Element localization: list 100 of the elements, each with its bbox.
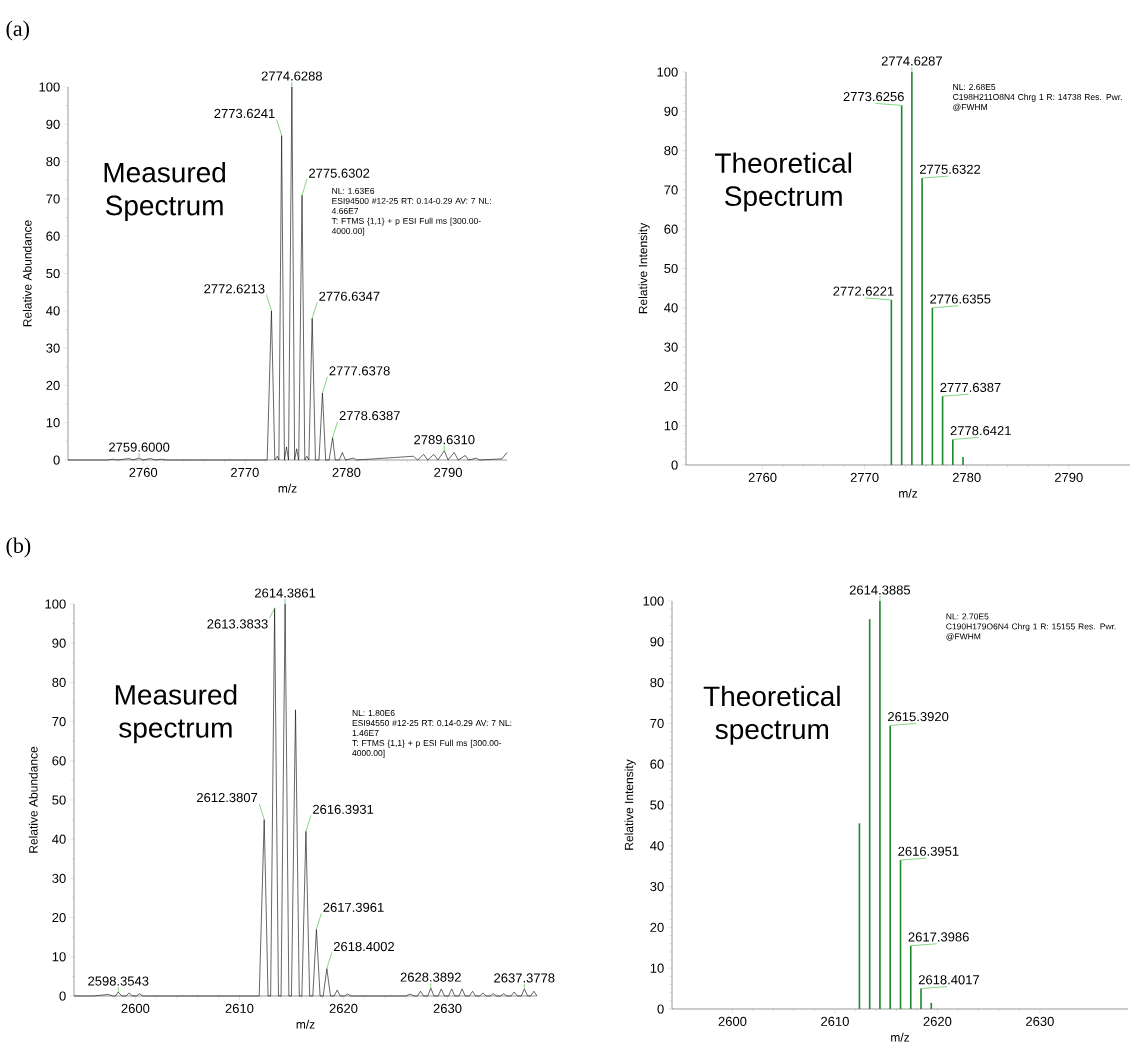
- annotation: 2614.3885: [849, 585, 911, 595]
- annotation: 2618.4017: [918, 975, 980, 985]
- y-tick-label: 70: [52, 716, 66, 727]
- annotation: 2773.6241: [214, 108, 275, 119]
- annotation: 2776.6347: [319, 291, 380, 301]
- annotation: 2616.3951: [898, 846, 959, 856]
- y-tick-label: 30: [650, 881, 664, 892]
- annotation: 2628.3892: [400, 972, 461, 982]
- annotation: 2789.6310: [414, 435, 475, 445]
- annotation: 2614.3861: [255, 588, 316, 598]
- text: Measured Spectrum: [104, 161, 226, 221]
- x-tick-label: 2620: [329, 1003, 358, 1013]
- text: Theoretical spectrum: [703, 685, 840, 745]
- x-tick-label: 2790: [434, 467, 463, 477]
- annotation: 2778.6387: [339, 411, 400, 421]
- y-tick-label: 100: [45, 599, 66, 609]
- annotation: 2773.6256: [843, 91, 904, 102]
- annotation: 2778.6421: [950, 426, 1011, 436]
- annotation: 2774.6287: [881, 56, 942, 66]
- annotation: 2772.6213: [204, 284, 265, 294]
- x-axis-title: m/z: [899, 488, 918, 498]
- y-tick-label: 10: [664, 421, 678, 431]
- y-tick-label: 60: [650, 759, 664, 769]
- y-tick-label: 20: [650, 922, 664, 932]
- y-tick-label: 90: [46, 119, 60, 129]
- annotation: 2777.6387: [940, 382, 1001, 393]
- text: Theoretical Spectrum: [715, 152, 852, 212]
- annotation: 2774.6288: [261, 71, 323, 81]
- y-tick-label: 80: [650, 677, 664, 688]
- y-tick-label: 80: [664, 145, 678, 156]
- x-tick-label: 2620: [923, 1016, 952, 1026]
- x-tick-label: 2630: [1026, 1016, 1054, 1026]
- y-tick-label: 40: [664, 303, 678, 313]
- y-tick-label: 20: [52, 912, 66, 923]
- y-tick-label: 30: [664, 342, 678, 352]
- x-tick-label: 2770: [850, 472, 879, 482]
- y-tick-label: 100: [657, 67, 678, 77]
- annotation: T: FTMS {1,1} + p ESI Full ms [300.00-4000.00]: [331, 217, 481, 236]
- y-tick-label: 0: [53, 455, 60, 465]
- x-tick-label: 2770: [231, 467, 259, 477]
- y-tick-label: 10: [46, 418, 60, 428]
- annotation: 2617.3986: [908, 932, 969, 942]
- annotation: 2637.3778: [494, 973, 555, 983]
- x-axis-title: m/z: [278, 483, 297, 493]
- y-tick-label: 80: [46, 156, 60, 167]
- y-tick-label: 10: [650, 963, 664, 973]
- annotation: 2617.3961: [323, 902, 384, 912]
- x-tick-label: 2630: [433, 1003, 462, 1013]
- y-tick-label: 80: [52, 677, 66, 687]
- x-tick-label: 2760: [748, 472, 777, 482]
- annotation: 2612.3807: [197, 792, 258, 803]
- x-axis-title: m/z: [296, 1019, 315, 1029]
- annotation: C190H179O6N4 Chrg 1 R: 15155 Res. Pwr. @FWHM: [946, 623, 1116, 641]
- y-tick-label: 30: [52, 873, 66, 883]
- annotation: 2777.6378: [329, 366, 390, 376]
- y-tick-label: 90: [650, 637, 664, 647]
- x-tick-label: 2790: [1054, 472, 1083, 482]
- y-tick-label: 40: [52, 834, 66, 844]
- annotation: 2616.3931: [313, 804, 374, 814]
- y-tick-label: 50: [46, 268, 60, 279]
- chart-subtitle: (a): [6, 20, 29, 41]
- annotation: NL: 2.70E5: [946, 613, 989, 620]
- annotation: 2598.3543: [88, 976, 149, 986]
- y-tick-label: 40: [46, 306, 60, 316]
- y-tick-label: 60: [46, 231, 60, 241]
- y-axis-title: Relative Abundance: [28, 746, 38, 853]
- x-tick-label: 2600: [718, 1016, 747, 1026]
- annotation: ESI94550 #12-25 RT: 0.14-0.29 AV: 7 NL: 1.46E7: [352, 720, 512, 737]
- y-axis-title: Relative Abundance: [22, 220, 32, 327]
- annotation: T: FTMS {1,1} + p ESI Full ms [300.00-4000.00]: [352, 739, 502, 758]
- y-tick-label: 20: [664, 381, 678, 391]
- y-tick-label: 0: [671, 460, 678, 470]
- annotation: 2775.6322: [919, 164, 981, 174]
- y-tick-label: 70: [664, 185, 678, 195]
- chart-subtitle: (b): [6, 537, 31, 558]
- annotation: C198H211O8N4 Chrg 1 R: 14738 Res. Pwr. @FWHM: [953, 93, 1122, 112]
- y-tick-label: 50: [664, 263, 678, 274]
- y-tick-label: 0: [59, 991, 66, 1001]
- y-tick-label: 10: [52, 952, 66, 962]
- annotation: 2613.3833: [207, 619, 268, 629]
- annotation: NL: 1.80E6: [352, 710, 395, 717]
- y-tick-label: 30: [46, 343, 60, 353]
- annotation: 2772.6221: [833, 286, 894, 296]
- annotation: NL: 2.68E5: [953, 83, 996, 90]
- annotation: 2759.6000: [109, 442, 170, 452]
- x-tick-label: 2600: [121, 1003, 150, 1013]
- annotation: ESI94500 #12-25 RT: 0.14-0.29 AV: 7 NL: 4.66E7: [331, 197, 491, 214]
- y-tick-label: 100: [39, 82, 60, 92]
- x-tick-label: 2610: [821, 1016, 849, 1026]
- y-tick-label: 40: [650, 841, 664, 851]
- y-axis-title: Relative Intensity: [624, 759, 636, 850]
- annotation: NL: 1.63E6: [332, 187, 375, 194]
- x-tick-label: 2780: [952, 472, 981, 482]
- x-axis-title: m/z: [891, 1032, 910, 1042]
- y-tick-label: 50: [650, 800, 664, 810]
- y-axis-title: Relative Intensity: [638, 222, 650, 314]
- x-tick-label: 2760: [129, 467, 158, 477]
- y-tick-label: 60: [664, 224, 678, 234]
- annotation: 2775.6302: [309, 168, 370, 178]
- x-tick-label: 2610: [225, 1003, 254, 1013]
